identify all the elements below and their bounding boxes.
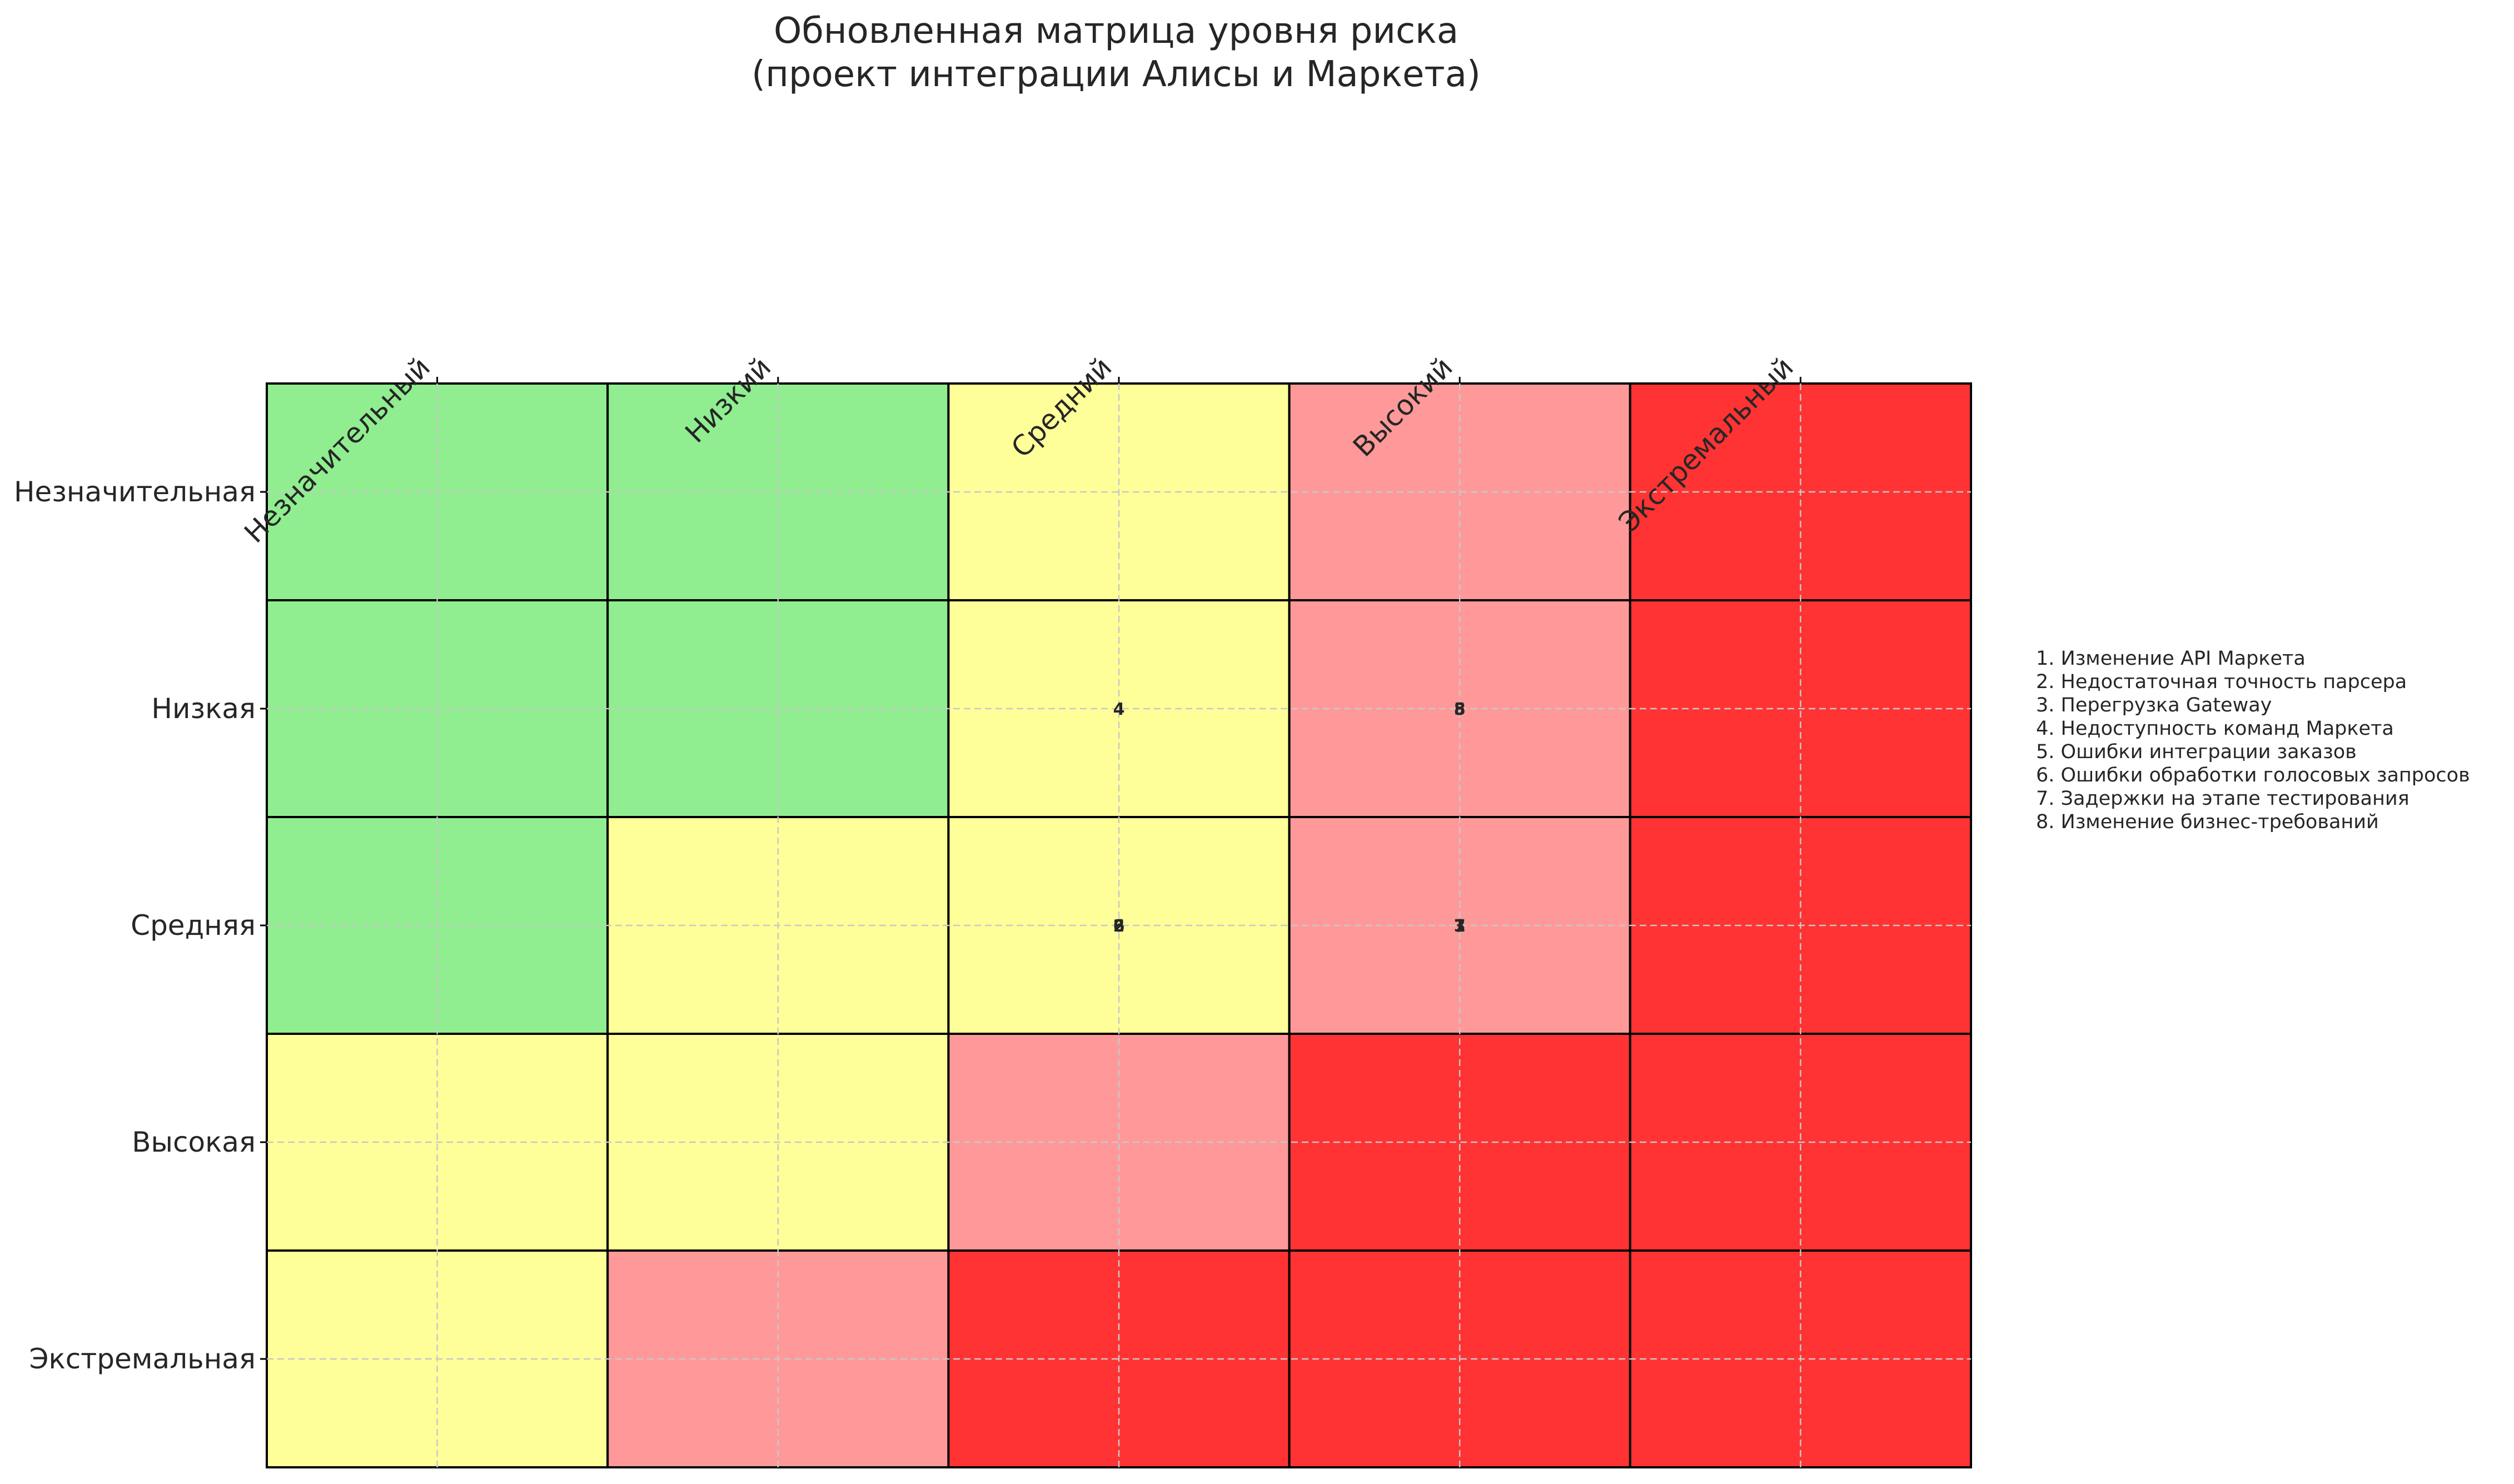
legend-entry: 7. Задержки на этапе тестирования xyxy=(2036,788,2410,810)
risk-point-label: 4 xyxy=(1113,700,1125,719)
chart-title-line-2: (проект интеграции Алисы и Маркета) xyxy=(751,54,1481,95)
y-tick-label: Экстремальная xyxy=(29,1343,256,1375)
risk-point-label: 7 xyxy=(1454,917,1466,936)
legend-entry: 6. Ошибки обработки голосовых запросов xyxy=(2036,764,2470,786)
legend-entry: 4. Недоступность команд Маркета xyxy=(2036,718,2394,740)
y-tick-label: Незначительная xyxy=(14,476,256,508)
risk-point-label: 3 xyxy=(1454,917,1466,936)
legend-entry: 3. Перегрузка Gateway xyxy=(2036,694,2272,716)
y-axis-ticks: Незначительная Низкая Средняя Высокая Экстре… xyxy=(14,476,267,1375)
risk-point-label: 6 xyxy=(1113,917,1125,936)
risk-point-labels: 1 2 3 4 5 6 7 8 xyxy=(1113,700,1466,936)
risk-point-label: 8 xyxy=(1454,700,1466,719)
risk-point-label: 1 xyxy=(1454,917,1466,936)
gridlines xyxy=(267,384,1971,1467)
y-tick-label: Низкая xyxy=(151,693,256,725)
risk-point-label: 5 xyxy=(1454,700,1466,719)
legend-entry: 2. Недостаточная точность парсера xyxy=(2036,671,2407,693)
chart-title-line-1: Обновленная матрица уровня риска xyxy=(774,11,1458,52)
legend-entry: 5. Ошибки интеграции заказов xyxy=(2036,741,2357,763)
legend-entry: 8. Изменение бизнес-требований xyxy=(2036,811,2379,833)
risk-point-label: 2 xyxy=(1113,917,1125,936)
y-tick-label: Средняя xyxy=(131,909,256,942)
y-tick-label: Высокая xyxy=(132,1126,256,1158)
legend-entry: 1. Изменение API Маркета xyxy=(2036,648,2306,670)
chart-title: Обновленная матрица уровня риска (проект… xyxy=(751,11,1481,95)
